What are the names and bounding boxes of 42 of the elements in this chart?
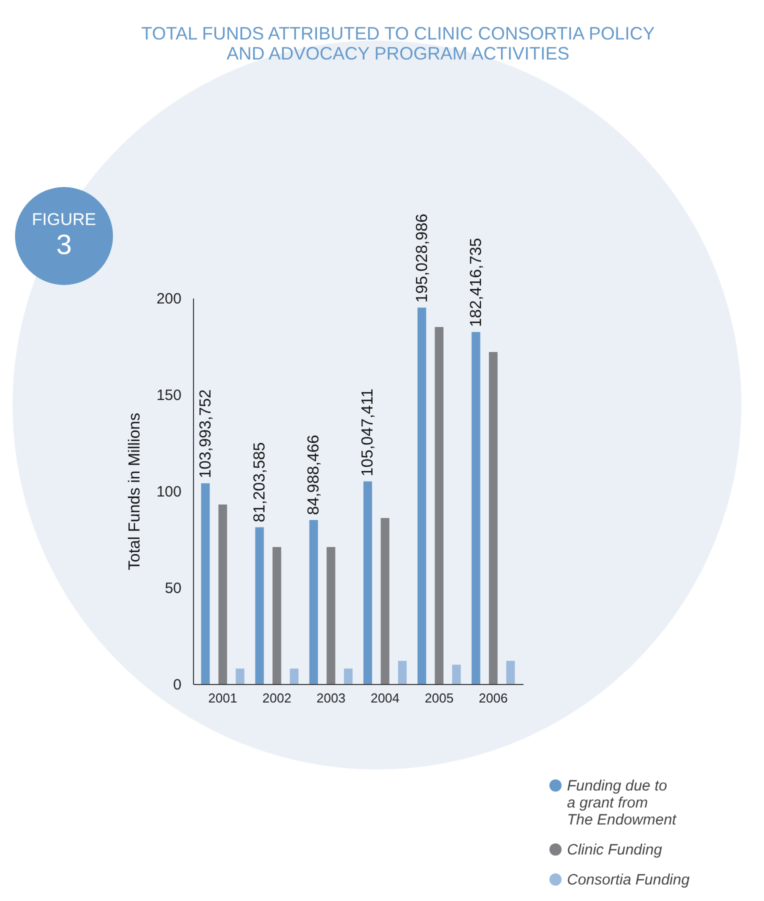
annotation: 84,988,466: [306, 434, 323, 515]
text: AND ADVOCACY PROGRAM ACTIVITIES: [226, 44, 570, 64]
bar: [363, 481, 372, 684]
y-tick-label: 100: [156, 484, 182, 500]
bar: [452, 664, 461, 684]
x-tick-label: 2005: [424, 690, 454, 706]
bar: [380, 518, 390, 684]
annotation: 105,047,411: [360, 388, 377, 476]
y-tick-label: 50: [164, 580, 182, 597]
bar: [272, 546, 282, 684]
legend-label: Clinic Funding: [567, 842, 663, 858]
y-tick-label: 150: [156, 387, 182, 404]
annotation: 182,416,735: [468, 238, 485, 327]
bar: [290, 668, 298, 684]
bar: [472, 332, 480, 684]
text: TOTAL FUNDS ATTRIBUTED TO CLINIC CONSORTIA POLICY: [141, 24, 655, 44]
bar: [236, 668, 244, 684]
bar: [488, 352, 498, 684]
legend-label: Consortia Funding: [567, 872, 690, 888]
annotation: 103,993,752: [197, 389, 214, 478]
legend-label: Funding due to a grant from The Endowment: [567, 778, 678, 828]
bar: [255, 527, 264, 684]
bar: [398, 660, 407, 684]
x-tick-label: 2001: [208, 690, 238, 706]
annotation: 81,203,585: [252, 442, 269, 522]
bar: [344, 668, 353, 684]
y-axis-title: Total Funds in Millions: [126, 412, 144, 570]
x-tick-label: 2006: [478, 690, 508, 706]
bar: [506, 660, 515, 684]
x-tick-label: 2003: [316, 690, 346, 706]
x-tick-label: 2002: [262, 690, 292, 706]
bar: [309, 520, 318, 684]
annotation: 195,028,986: [414, 214, 431, 303]
bar: [218, 504, 228, 684]
x-tick-label: 2004: [370, 690, 400, 706]
bar: [418, 308, 426, 684]
y-tick-label: 200: [156, 290, 182, 308]
y-tick-label: 0: [173, 676, 182, 694]
bar: [326, 546, 336, 684]
bar: [201, 483, 210, 684]
bar: [434, 326, 444, 684]
caption: FIGURE 3: [30, 210, 98, 260]
